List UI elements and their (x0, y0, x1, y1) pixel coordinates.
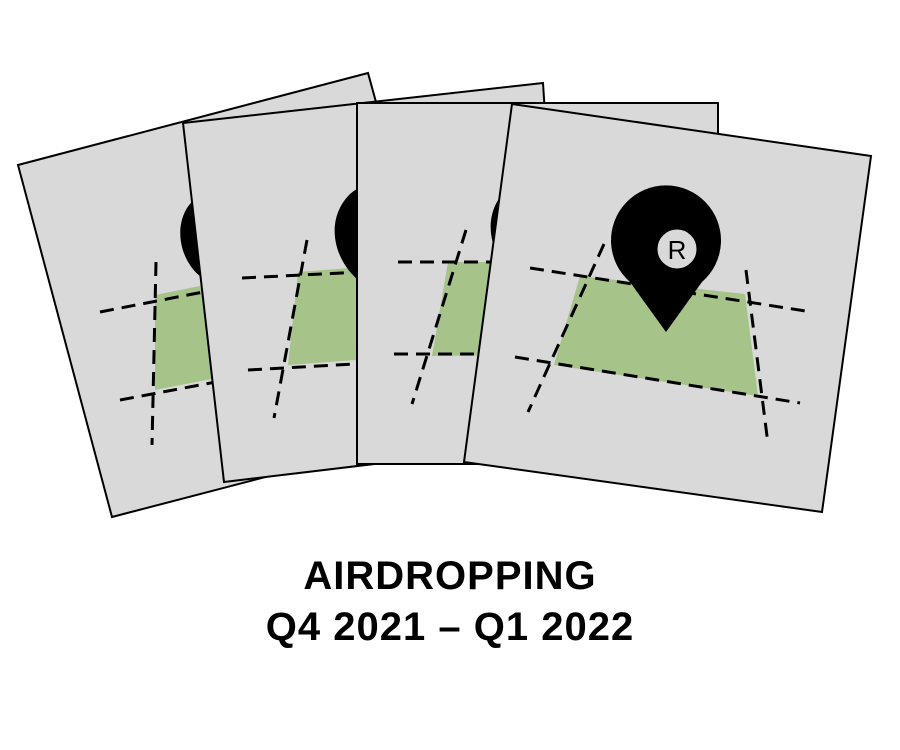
map-card-2-grid-line (272, 239, 309, 419)
caption-date-range: Q4 2021 – Q1 2022 (265, 605, 635, 649)
marker-letter: R (668, 235, 687, 265)
map-card-4-grid-line (744, 269, 770, 445)
map-pin-icon: R (611, 185, 722, 332)
map-card-4: R (462, 102, 873, 514)
marker-badge (656, 228, 698, 270)
map-card-3-grid-line (410, 229, 468, 405)
map-card-4-region (554, 276, 758, 396)
map-card-4-grid-line (514, 355, 801, 405)
map-card-4-grid-line (526, 243, 606, 413)
map-card-1-grid-line (150, 261, 158, 446)
caption-title: AIRDROPPING (303, 554, 597, 598)
